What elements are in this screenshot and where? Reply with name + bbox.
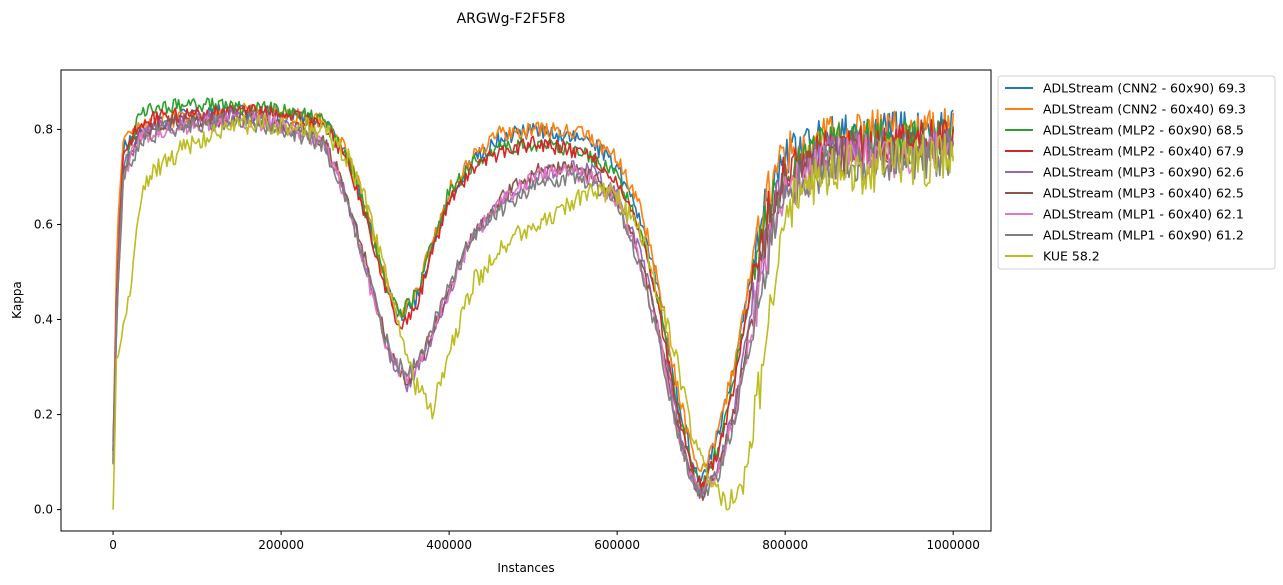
y-tick-label: 0.0 — [34, 503, 53, 517]
x-tick-label: 200000 — [258, 538, 304, 552]
y-tick-label: 0.8 — [34, 122, 53, 136]
y-tick-label: 0.6 — [34, 217, 53, 231]
x-axis: 0 200000 400000 600000 800000 1000000 — [109, 531, 980, 552]
series-line-9 — [112, 114, 954, 511]
plot-frame — [60, 69, 992, 532]
y-axis-title: Kappa — [10, 281, 24, 319]
legend-label-8: ADLStream (MLP1 - 60x90) 61.2 — [1043, 228, 1244, 243]
legend: ADLStream (CNN2 - 60x90) 69.3 ADLStream (… — [997, 75, 1276, 270]
y-tick-label: 0.2 — [34, 408, 53, 422]
legend-label-7: ADLStream (MLP1 - 60x40) 62.1 — [1043, 207, 1244, 222]
legend-label-3: ADLStream (MLP2 - 60x90) 68.5 — [1043, 123, 1244, 138]
legend-label-4: ADLStream (MLP2 - 60x40) 67.9 — [1043, 144, 1244, 159]
legend-label-9: KUE 58.2 — [1043, 249, 1100, 264]
y-tick-label: 0.4 — [34, 313, 53, 327]
plot-lines — [112, 97, 954, 511]
x-tick-label: 400000 — [426, 538, 472, 552]
x-axis-title: Instances — [497, 561, 554, 575]
series-line-8 — [112, 113, 954, 498]
y-axis: 0.0 0.2 0.4 0.6 0.8 — [34, 122, 61, 517]
legend-label-5: ADLStream (MLP3 - 60x90) 62.6 — [1043, 165, 1244, 180]
legend-label-1: ADLStream (CNN2 - 60x90) 69.3 — [1043, 81, 1246, 96]
chart-title: ARGWg-F2F5F8 — [457, 11, 566, 27]
legend-label-2: ADLStream (CNN2 - 60x40) 69.3 — [1043, 102, 1246, 117]
x-tick-label: 1000000 — [926, 538, 979, 552]
x-tick-label: 0 — [109, 538, 117, 552]
legend-frame — [997, 75, 1276, 270]
x-tick-label: 600000 — [594, 538, 640, 552]
x-tick-label: 800000 — [762, 538, 808, 552]
legend-label-6: ADLStream (MLP3 - 60x40) 62.5 — [1043, 186, 1244, 201]
